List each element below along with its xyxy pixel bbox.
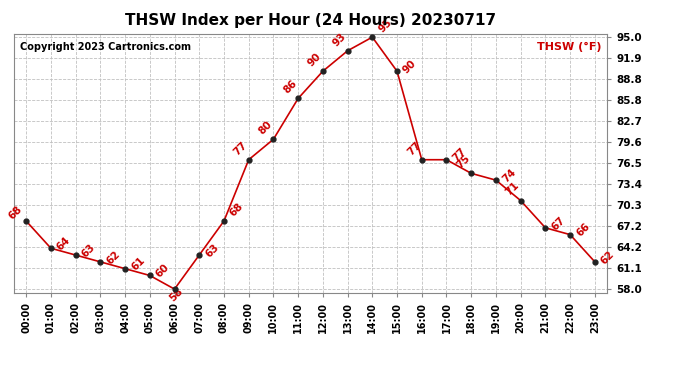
Text: 77: 77: [232, 140, 250, 157]
Text: 93: 93: [331, 31, 348, 48]
Text: 77: 77: [451, 146, 468, 164]
Text: 90: 90: [401, 58, 418, 75]
Text: 58: 58: [168, 286, 185, 303]
Text: 75: 75: [455, 153, 472, 171]
Text: 86: 86: [282, 78, 299, 96]
Text: 62: 62: [599, 249, 616, 266]
Text: 80: 80: [257, 119, 274, 136]
Text: 60: 60: [154, 262, 171, 280]
Text: THSW (°F): THSW (°F): [537, 42, 601, 52]
Text: 90: 90: [306, 51, 324, 68]
Text: 71: 71: [504, 180, 522, 198]
Text: 77: 77: [405, 140, 422, 157]
Text: 68: 68: [228, 201, 246, 218]
Text: Copyright 2023 Cartronics.com: Copyright 2023 Cartronics.com: [20, 42, 190, 51]
Text: 74: 74: [500, 167, 518, 184]
Text: 64: 64: [55, 235, 72, 252]
Text: 68: 68: [7, 204, 24, 221]
Text: 61: 61: [129, 255, 146, 273]
Text: 67: 67: [549, 214, 567, 232]
Text: 95: 95: [377, 17, 394, 34]
Text: 63: 63: [204, 242, 221, 259]
Text: 66: 66: [574, 222, 591, 239]
Text: 63: 63: [80, 242, 97, 259]
Text: 62: 62: [104, 249, 122, 266]
Title: THSW Index per Hour (24 Hours) 20230717: THSW Index per Hour (24 Hours) 20230717: [125, 13, 496, 28]
